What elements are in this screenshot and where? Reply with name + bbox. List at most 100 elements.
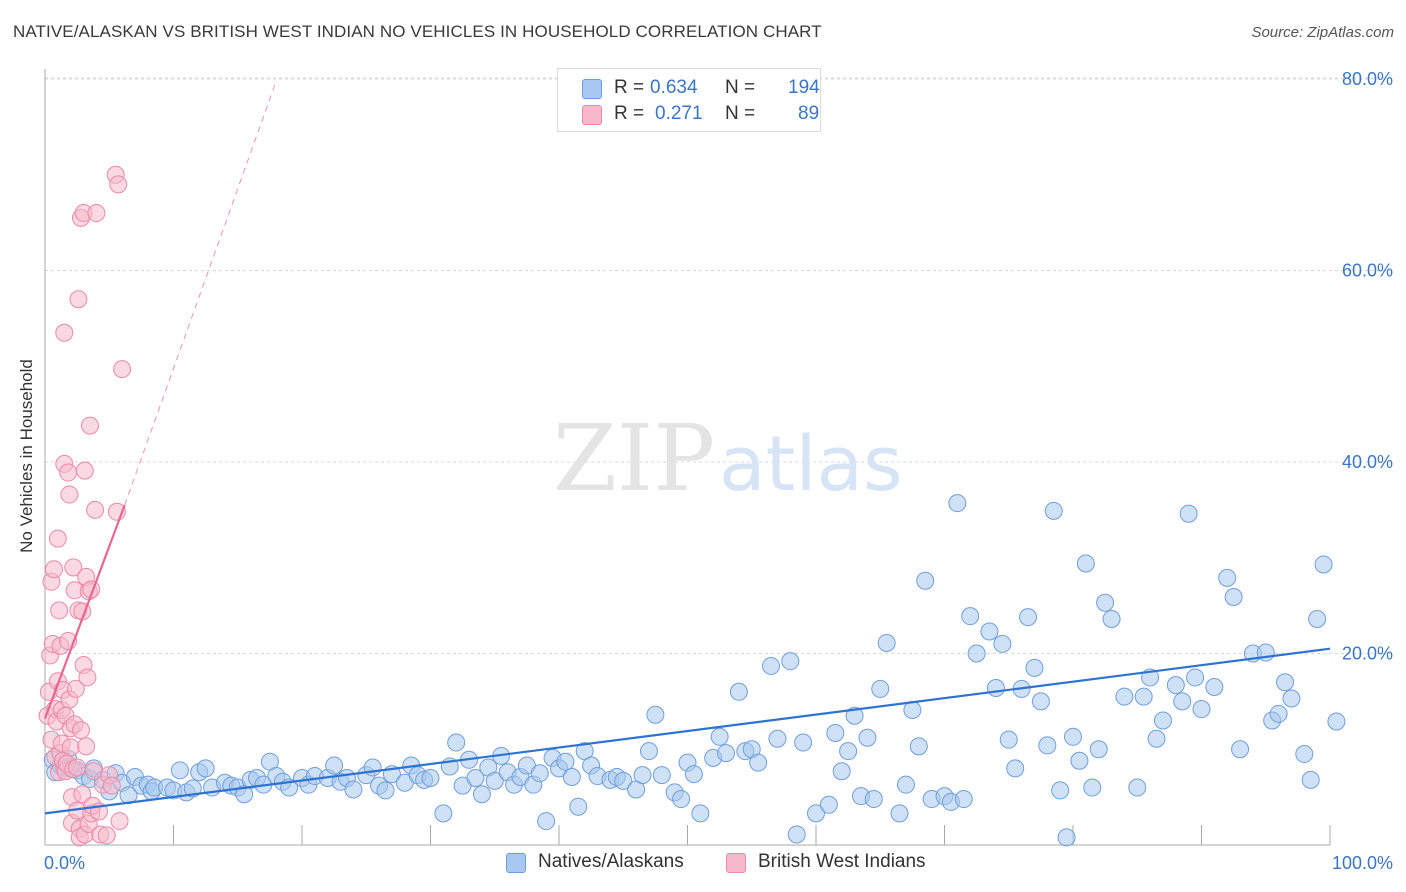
y-tick-label: 80.0%: [1342, 69, 1393, 89]
british-west-indians-trend-extension: [125, 81, 277, 505]
legend-n-label: N =: [725, 77, 755, 99]
native-alaskan-point: [1167, 677, 1184, 694]
british-west-indian-point: [61, 486, 78, 503]
legend-r-value: 0.271: [655, 103, 703, 125]
native-alaskan-point: [917, 572, 934, 589]
native-alaskan-point: [1270, 705, 1287, 722]
legend-n-value: 89: [798, 103, 819, 125]
native-alaskan-point: [1097, 594, 1114, 611]
native-alaskan-point: [326, 757, 343, 774]
native-alaskan-point: [795, 734, 812, 751]
native-alaskan-point: [563, 769, 580, 786]
native-alaskan-point: [653, 767, 670, 784]
y-tick-label: 40.0%: [1342, 452, 1393, 472]
british-west-indians-points: [39, 166, 131, 846]
native-alaskan-point: [1154, 712, 1171, 729]
native-alaskan-point: [987, 679, 1004, 696]
legend-r-value: 0.634: [650, 77, 698, 99]
native-alaskan-point: [763, 657, 780, 674]
native-alaskan-point: [685, 766, 702, 783]
native-alaskan-point: [435, 805, 452, 822]
native-alaskan-point: [1065, 728, 1082, 745]
native-alaskan-point: [769, 730, 786, 747]
native-alaskan-point: [1232, 741, 1249, 758]
british-west-indian-point: [114, 361, 131, 378]
british-west-indian-point: [60, 464, 77, 481]
native-alaskan-point: [1302, 771, 1319, 788]
native-alaskan-point: [1309, 611, 1326, 628]
native-alaskan-point: [1193, 701, 1210, 718]
native-alaskan-point: [647, 706, 664, 723]
native-alaskan-point: [1174, 693, 1191, 710]
british-west-indian-point: [103, 777, 120, 794]
native-alaskan-point: [1296, 746, 1313, 763]
british-west-indian-point: [87, 501, 104, 518]
native-alaskan-point: [1000, 731, 1017, 748]
native-alaskan-point: [820, 796, 837, 813]
native-alaskan-point: [872, 680, 889, 697]
british-west-indian-point: [45, 561, 62, 578]
british-west-indian-point: [110, 176, 127, 193]
native-alaskan-point: [692, 805, 709, 822]
british-west-indian-point: [111, 813, 128, 830]
native-alaskan-point: [827, 724, 844, 741]
legend-n-label: N =: [725, 103, 755, 125]
legend-swatch-pink: [582, 105, 602, 125]
british-west-indian-point: [98, 827, 115, 844]
native-alaskan-point: [171, 762, 188, 779]
british-west-indian-point: [88, 205, 105, 222]
native-alaskan-point: [1283, 690, 1300, 707]
native-alaskan-point: [1077, 555, 1094, 572]
native-alaskan-point: [949, 495, 966, 512]
native-alaskan-point: [782, 653, 799, 670]
native-alaskan-point: [730, 683, 747, 700]
native-alaskan-point: [788, 826, 805, 843]
native-alaskan-point: [955, 791, 972, 808]
native-alaskan-point: [1148, 730, 1165, 747]
british-west-indian-point: [62, 739, 79, 756]
native-alaskan-point: [1180, 505, 1197, 522]
native-alaskan-point: [1052, 782, 1069, 799]
native-alaskan-point: [962, 608, 979, 625]
native-alaskan-point: [859, 729, 876, 746]
native-alaskan-point: [538, 813, 555, 830]
native-alaskan-point: [910, 738, 927, 755]
legend-swatch-blue: [582, 79, 602, 99]
native-alaskan-point: [1129, 779, 1146, 796]
british-west-indian-point: [76, 462, 93, 479]
native-alaskan-point: [1277, 674, 1294, 691]
native-alaskan-point: [364, 759, 381, 776]
native-alaskan-point: [968, 645, 985, 662]
native-alaskan-point: [1071, 752, 1088, 769]
native-alaskan-point: [750, 754, 767, 771]
native-alaskan-point: [531, 765, 548, 782]
british-west-indian-point: [81, 417, 98, 434]
native-alaskan-point: [448, 734, 465, 751]
y-tick-label: 20.0%: [1342, 644, 1393, 664]
native-alaskan-point: [981, 623, 998, 640]
bottom-legend-swatch-pink: [726, 853, 746, 873]
native-alaskan-point: [833, 763, 850, 780]
native-alaskan-point: [1084, 779, 1101, 796]
native-alaskan-point: [197, 760, 214, 777]
british-west-indian-point: [70, 291, 87, 308]
natives-alaskans-points: [44, 495, 1345, 846]
bottom-legend-label: British West Indians: [758, 851, 926, 873]
legend: R = 0.634 N = 194 R = 0.271 N = 89: [557, 68, 821, 132]
native-alaskan-point: [1219, 569, 1236, 586]
native-alaskan-point: [640, 743, 657, 760]
native-alaskan-point: [1206, 679, 1223, 696]
scatter-chart: ZIP atlas 20.0%40.0%60.0%80.0%0.0% 100.0%: [0, 0, 1406, 892]
native-alaskan-point: [673, 791, 690, 808]
british-west-indian-point: [72, 722, 89, 739]
native-alaskan-point: [1039, 737, 1056, 754]
british-west-indian-point: [69, 759, 86, 776]
british-west-indian-point: [51, 602, 68, 619]
native-alaskan-point: [345, 781, 362, 798]
british-west-indian-point: [56, 324, 73, 341]
watermark-atlas: atlas: [719, 419, 903, 508]
native-alaskan-point: [718, 745, 735, 762]
watermark: ZIP atlas: [553, 405, 903, 512]
native-alaskan-point: [1225, 589, 1242, 606]
native-alaskan-point: [1058, 829, 1075, 846]
